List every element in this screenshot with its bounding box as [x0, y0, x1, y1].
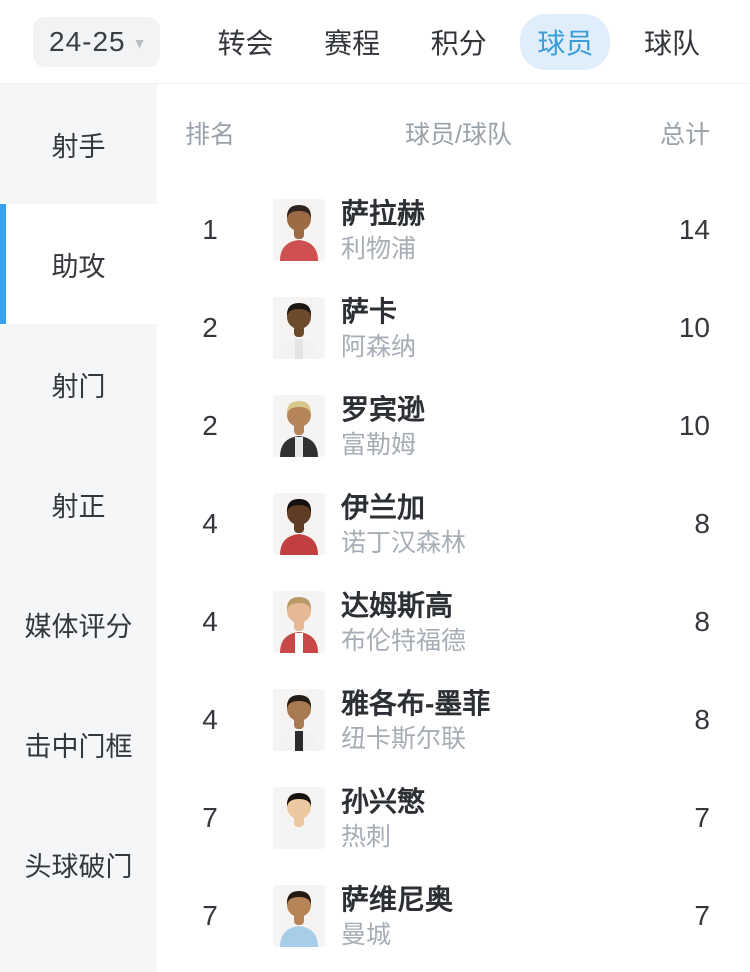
player-column-header: 球员/球队 [405, 120, 512, 149]
player-avatar [273, 885, 325, 947]
player-text-block: 罗宾逊 富勒姆 [341, 394, 425, 459]
player-text-block: 伊兰加 诺丁汉森林 [341, 492, 466, 557]
sidebar-item-6[interactable]: 头球破门 [24, 851, 133, 882]
season-selector[interactable]: 24-25 ▼ [33, 16, 161, 67]
player-avatar [273, 591, 325, 653]
sidebar-item-5[interactable]: 击中门框 [24, 731, 133, 762]
table-row[interactable]: 4 伊兰加 诺丁汉森林 8 [157, 475, 750, 573]
player-text-block: 雅各布-墨菲 纽卡斯尔联 [341, 688, 490, 753]
rank-value: 4 [202, 704, 218, 735]
sidebar-item-1[interactable]: 助攻 [0, 204, 157, 324]
table-row[interactable]: 4 达姆斯高 布伦特福德 8 [157, 573, 750, 671]
rank-value: 2 [202, 312, 218, 343]
table-row[interactable]: 7 孙兴慜 热刺 7 [157, 769, 750, 867]
player-name: 萨拉赫 [341, 197, 426, 229]
team-name: 纽卡斯尔联 [341, 724, 467, 753]
team-name: 热刺 [341, 822, 392, 851]
team-name: 利物浦 [341, 234, 417, 263]
table-body: 1 萨拉赫 利物浦 14 2 [157, 181, 750, 965]
table-row[interactable]: 7 萨维尼奥 曼城 7 [157, 867, 750, 965]
nav-tabs: 转会 赛程 积分 球员 球队 [200, 13, 717, 70]
player-text-block: 萨维尼奥 曼城 [341, 884, 453, 949]
player-name: 萨卡 [341, 295, 398, 327]
nav-tab-4[interactable]: 球队 [643, 27, 700, 59]
sidebar-item-2[interactable]: 射门 [51, 371, 106, 402]
rank-value: 7 [202, 900, 218, 931]
total-value: 8 [694, 606, 710, 637]
player-name: 罗宾逊 [341, 393, 426, 425]
team-name: 布伦特福德 [341, 626, 467, 655]
season-label: 24-25 [49, 25, 126, 57]
team-name: 诺丁汉森林 [341, 528, 467, 557]
player-avatar [273, 493, 325, 555]
total-value: 8 [694, 704, 710, 735]
rank-column-header: 排名 [184, 120, 235, 149]
player-name: 孙兴慜 [341, 785, 426, 817]
table-row[interactable]: 2 罗宾逊 富勒姆 10 [157, 377, 750, 475]
chevron-down-icon: ▼ [132, 34, 147, 51]
sidebar-item-0[interactable]: 射手 [51, 131, 106, 162]
player-avatar [273, 689, 325, 751]
player-text-block: 萨卡 阿森纳 [341, 296, 416, 361]
team-name: 富勒姆 [341, 430, 417, 459]
team-name: 曼城 [341, 920, 392, 949]
player-avatar [273, 199, 325, 261]
player-text-block: 达姆斯高 布伦特福德 [341, 590, 466, 655]
player-avatar [273, 395, 325, 457]
player-text-block: 萨拉赫 利物浦 [341, 198, 425, 263]
team-name: 阿森纳 [341, 332, 417, 361]
sidebar-item-3[interactable]: 射正 [51, 491, 106, 522]
rank-value: 2 [202, 410, 218, 441]
top-nav-bar: 24-25 ▼ 转会 赛程 积分 球员 球队 [0, 0, 750, 84]
player-avatar [273, 297, 325, 359]
total-value: 8 [694, 508, 710, 539]
sidebar-item-4[interactable]: 媒体评分 [24, 611, 133, 642]
total-value: 10 [678, 410, 710, 441]
total-column-header: 总计 [659, 120, 710, 149]
nav-tab-1[interactable]: 赛程 [324, 27, 381, 59]
total-value: 14 [678, 214, 710, 245]
player-name: 雅各布-墨菲 [341, 687, 491, 719]
leaderboard: 排名 球员/球队 总计 1 萨拉赫 利物浦 14 2 [157, 84, 750, 972]
table-header-row: 排名 球员/球队 总计 [157, 84, 750, 181]
player-name: 伊兰加 [341, 491, 426, 523]
total-value: 7 [694, 802, 710, 833]
player-text-block: 孙兴慜 热刺 [341, 786, 425, 851]
player-name: 达姆斯高 [341, 589, 454, 621]
rank-value: 4 [202, 606, 218, 637]
stats-category-sidebar: 射手助攻射门射正媒体评分击中门框头球破门 [0, 84, 157, 972]
main-area: 射手助攻射门射正媒体评分击中门框头球破门 排名 球员/球队 总计 1 萨拉赫 利… [0, 84, 750, 972]
nav-tab-3[interactable]: 球员 [520, 13, 611, 70]
nav-tab-0[interactable]: 转会 [217, 27, 274, 59]
table-row[interactable]: 2 萨卡 阿森纳 10 [157, 279, 750, 377]
total-value: 10 [678, 312, 710, 343]
nav-tab-2[interactable]: 积分 [430, 27, 487, 59]
total-value: 7 [694, 900, 710, 931]
player-avatar [273, 787, 325, 849]
table-row[interactable]: 1 萨拉赫 利物浦 14 [157, 181, 750, 279]
rank-value: 1 [202, 214, 218, 245]
rank-value: 4 [202, 508, 218, 539]
table-row[interactable]: 4 雅各布-墨菲 纽卡斯尔联 8 [157, 671, 750, 769]
rank-value: 7 [202, 802, 218, 833]
player-name: 萨维尼奥 [341, 883, 454, 915]
